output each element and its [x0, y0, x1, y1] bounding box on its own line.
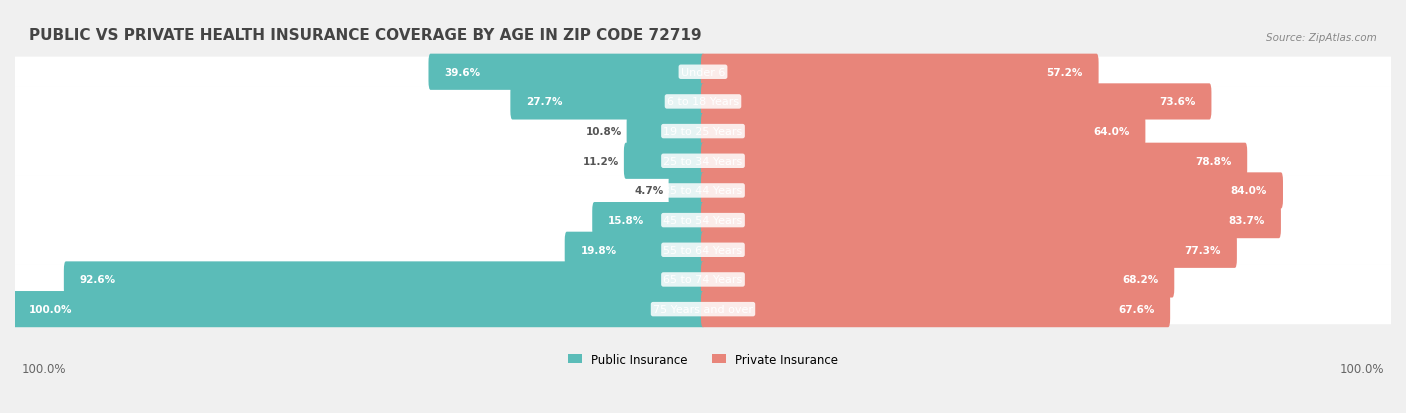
Text: 67.6%: 67.6% [1118, 304, 1154, 314]
Text: 77.3%: 77.3% [1185, 245, 1220, 255]
Text: 35 to 44 Years: 35 to 44 Years [664, 186, 742, 196]
Text: PUBLIC VS PRIVATE HEALTH INSURANCE COVERAGE BY AGE IN ZIP CODE 72719: PUBLIC VS PRIVATE HEALTH INSURANCE COVER… [28, 28, 702, 43]
FancyBboxPatch shape [63, 262, 704, 298]
Text: 15.8%: 15.8% [607, 216, 644, 225]
FancyBboxPatch shape [15, 265, 1391, 295]
Text: 100.0%: 100.0% [28, 304, 72, 314]
FancyBboxPatch shape [15, 235, 1391, 265]
Text: 73.6%: 73.6% [1159, 97, 1195, 107]
Text: 27.7%: 27.7% [526, 97, 562, 107]
Text: 84.0%: 84.0% [1230, 186, 1267, 196]
Text: 6 to 18 Years: 6 to 18 Years [666, 97, 740, 107]
Text: 10.8%: 10.8% [585, 127, 621, 137]
Text: Under 6: Under 6 [681, 68, 725, 78]
Text: 25 to 34 Years: 25 to 34 Years [664, 157, 742, 166]
FancyBboxPatch shape [15, 206, 1391, 236]
FancyBboxPatch shape [702, 291, 1170, 328]
Text: 11.2%: 11.2% [583, 157, 619, 166]
FancyBboxPatch shape [510, 84, 704, 120]
FancyBboxPatch shape [702, 262, 1174, 298]
FancyBboxPatch shape [15, 87, 1391, 117]
FancyBboxPatch shape [13, 291, 704, 328]
Text: 4.7%: 4.7% [634, 186, 664, 196]
FancyBboxPatch shape [565, 232, 704, 268]
FancyBboxPatch shape [15, 117, 1391, 147]
Text: 45 to 54 Years: 45 to 54 Years [664, 216, 742, 225]
Text: 100.0%: 100.0% [1340, 362, 1384, 375]
Text: 68.2%: 68.2% [1122, 275, 1159, 285]
FancyBboxPatch shape [702, 202, 1281, 239]
FancyBboxPatch shape [15, 176, 1391, 206]
FancyBboxPatch shape [702, 173, 1284, 209]
FancyBboxPatch shape [627, 114, 704, 150]
FancyBboxPatch shape [702, 114, 1146, 150]
FancyBboxPatch shape [702, 84, 1212, 120]
Legend: Public Insurance, Private Insurance: Public Insurance, Private Insurance [564, 348, 842, 370]
Text: 92.6%: 92.6% [80, 275, 115, 285]
Text: Source: ZipAtlas.com: Source: ZipAtlas.com [1267, 33, 1378, 43]
FancyBboxPatch shape [15, 294, 1391, 325]
Text: 100.0%: 100.0% [22, 362, 66, 375]
Text: 78.8%: 78.8% [1195, 157, 1232, 166]
Text: 19.8%: 19.8% [581, 245, 617, 255]
FancyBboxPatch shape [592, 202, 704, 239]
FancyBboxPatch shape [429, 55, 704, 90]
Text: 83.7%: 83.7% [1229, 216, 1265, 225]
Text: 57.2%: 57.2% [1046, 68, 1083, 78]
Text: 65 to 74 Years: 65 to 74 Years [664, 275, 742, 285]
FancyBboxPatch shape [15, 146, 1391, 176]
Text: 75 Years and over: 75 Years and over [652, 304, 754, 314]
Text: 39.6%: 39.6% [444, 68, 481, 78]
FancyBboxPatch shape [702, 55, 1098, 90]
FancyBboxPatch shape [702, 232, 1237, 268]
FancyBboxPatch shape [624, 143, 704, 179]
FancyBboxPatch shape [702, 143, 1247, 179]
Text: 55 to 64 Years: 55 to 64 Years [664, 245, 742, 255]
Text: 19 to 25 Years: 19 to 25 Years [664, 127, 742, 137]
FancyBboxPatch shape [669, 173, 704, 209]
FancyBboxPatch shape [15, 57, 1391, 88]
Text: 64.0%: 64.0% [1094, 127, 1129, 137]
